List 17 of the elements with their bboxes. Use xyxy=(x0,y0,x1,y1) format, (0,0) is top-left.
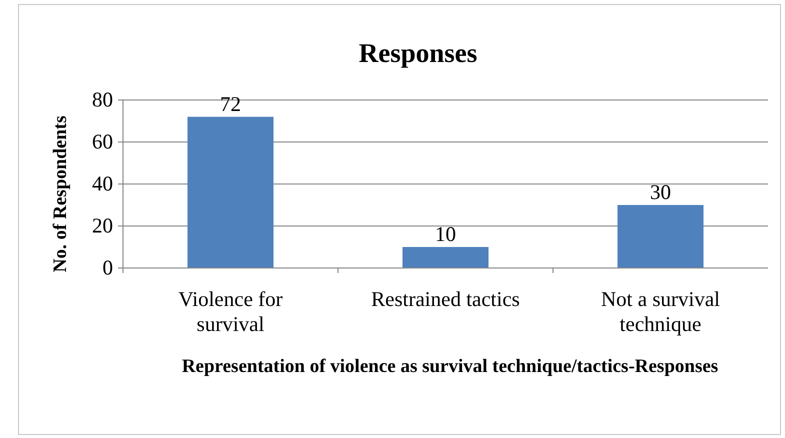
x-tick-label: Restrained tactics xyxy=(371,287,520,311)
y-tick-label: 60 xyxy=(92,130,113,154)
chart-title: Responses xyxy=(358,38,478,68)
x-tick-label: Violence for survival xyxy=(178,287,283,336)
y-tick-label: 80 xyxy=(92,88,113,112)
bar xyxy=(618,205,704,268)
y-tick-label: 20 xyxy=(92,214,113,238)
bar xyxy=(402,247,488,268)
data-label: 72 xyxy=(220,92,241,116)
y-tick-label: 0 xyxy=(102,256,113,280)
data-label: 30 xyxy=(650,180,671,204)
y-tick-label: 40 xyxy=(92,172,113,196)
x-axis-title: Representation of violence as survival technique/tactics-Responses xyxy=(182,356,718,377)
bar xyxy=(188,116,274,268)
y-axis-title: No. of Respondents xyxy=(50,116,71,272)
x-tick-label: Not a survival technique xyxy=(601,287,720,336)
data-label: 10 xyxy=(435,222,456,246)
